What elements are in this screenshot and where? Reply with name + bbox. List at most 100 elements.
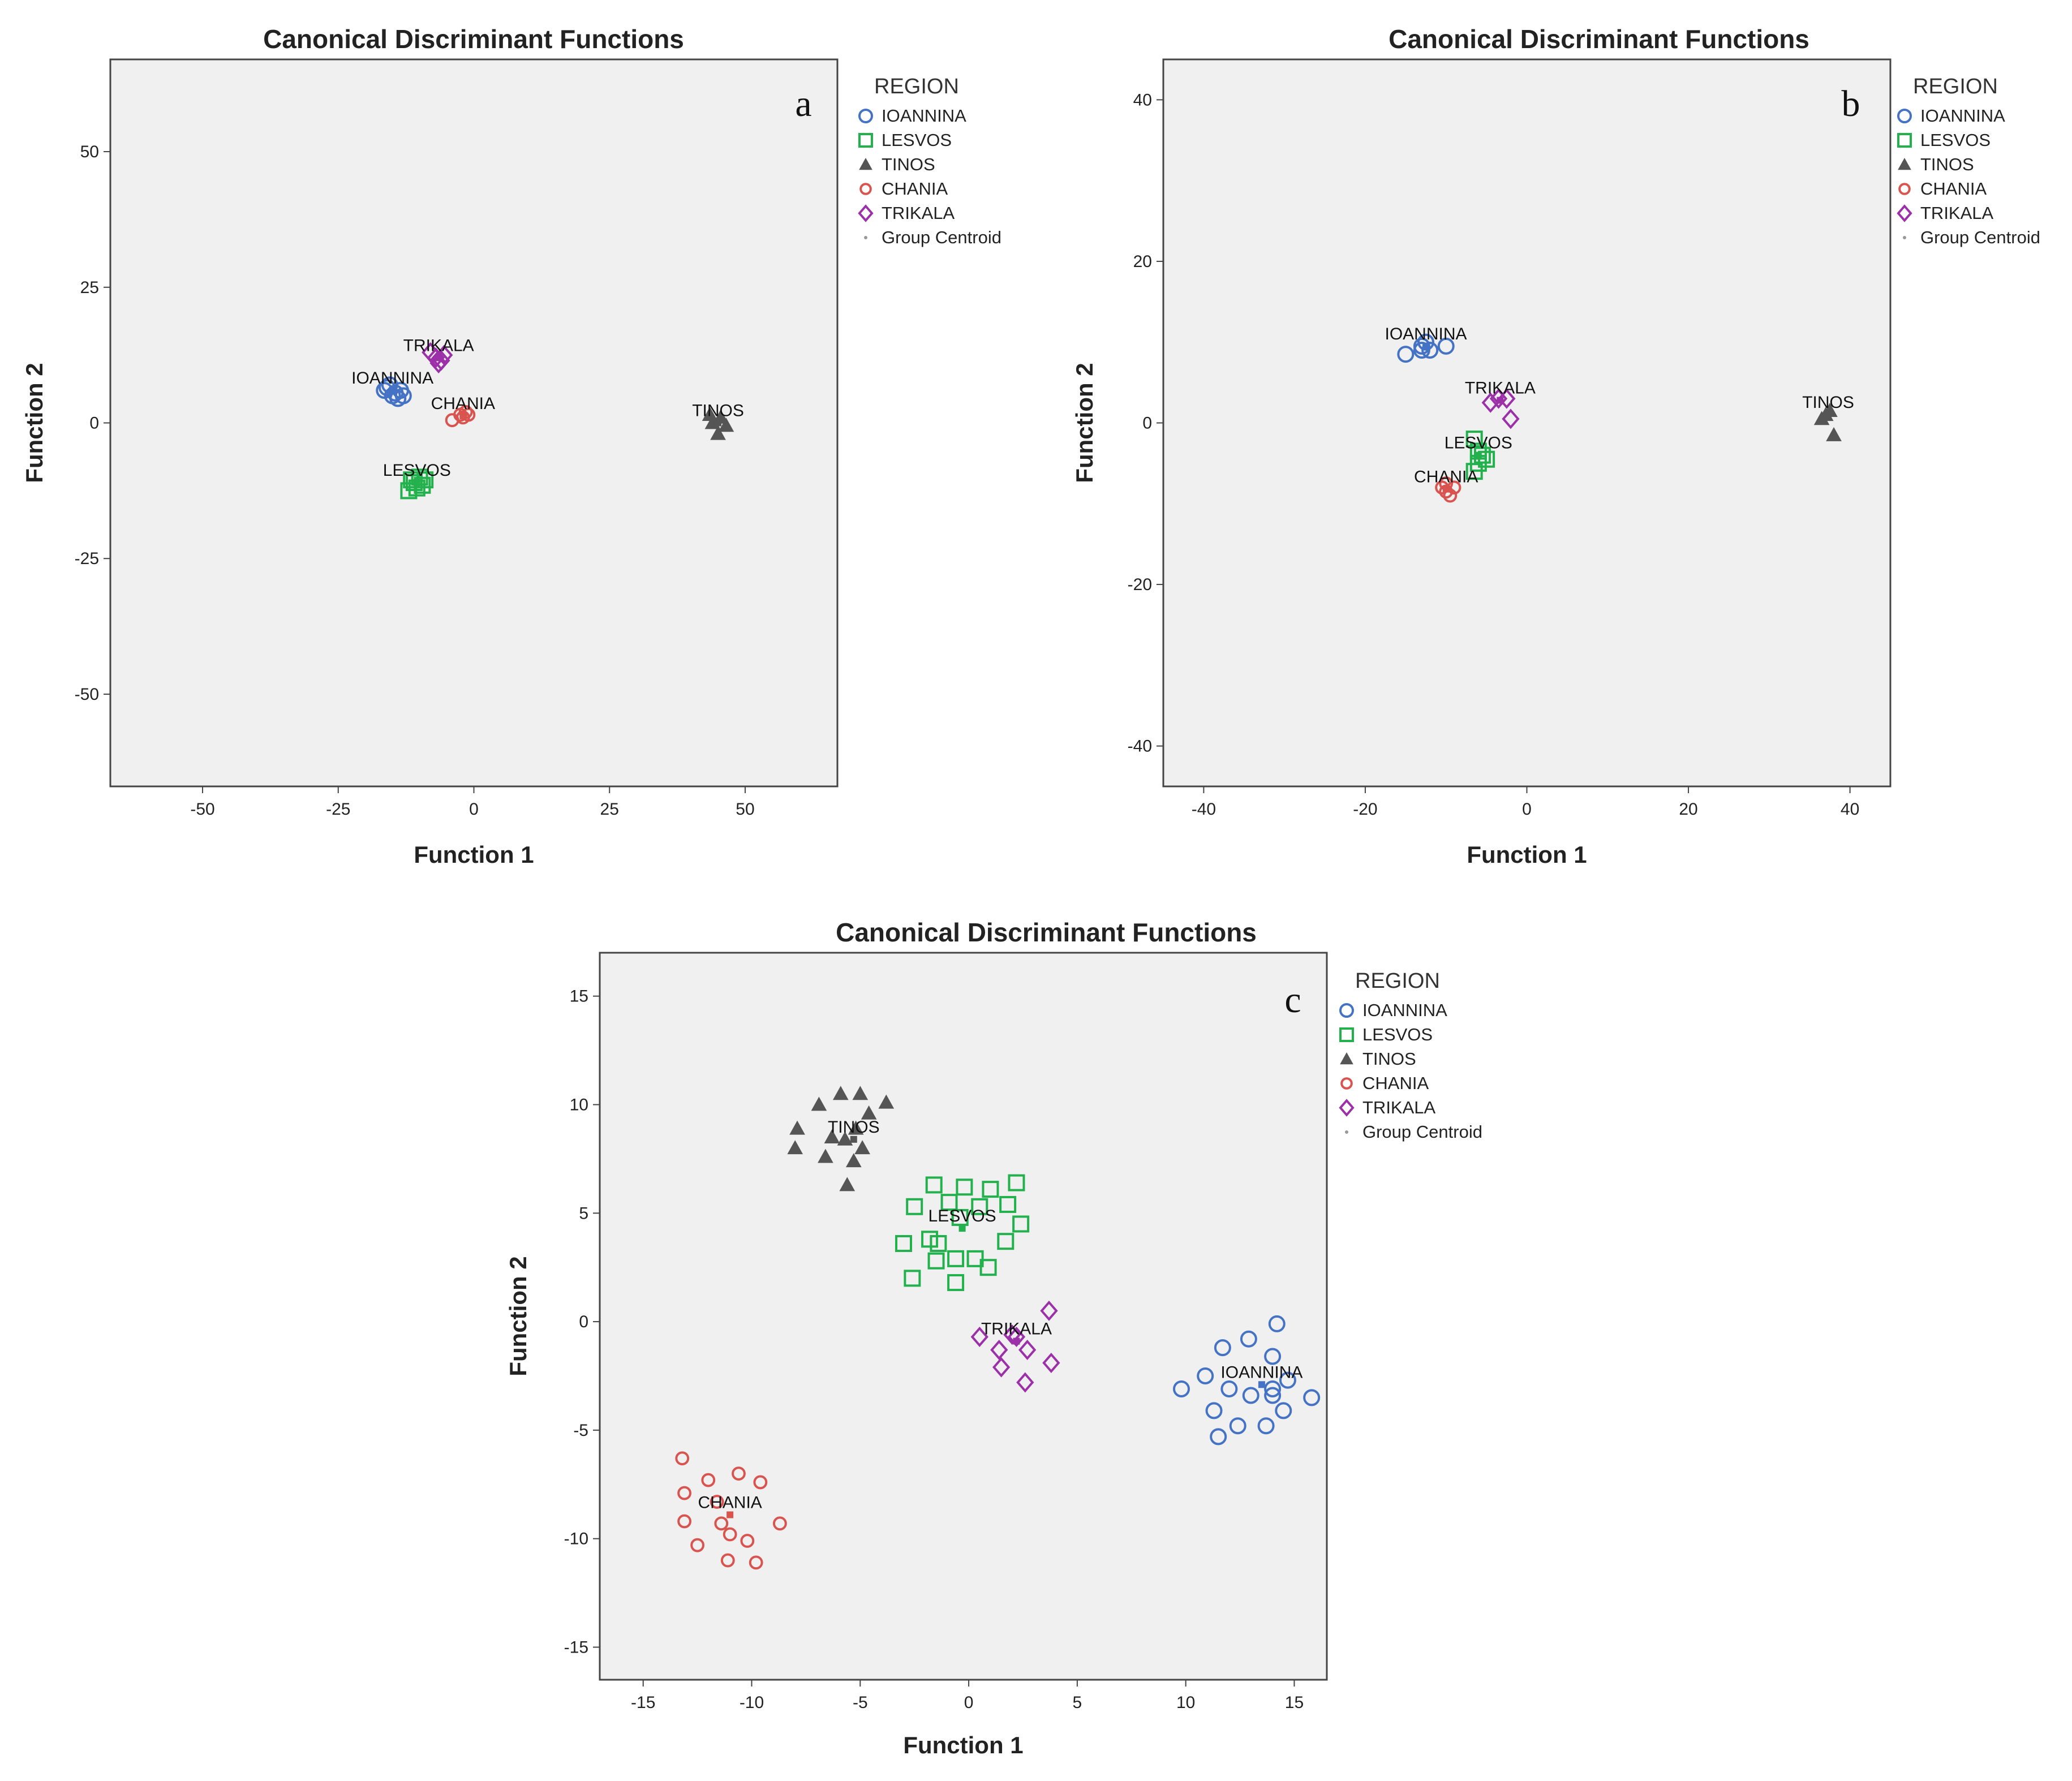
centroid-label-ioannina: IOANNINA [1220, 1363, 1302, 1382]
y-tick-label: -15 [564, 1638, 588, 1657]
legend-marker-centroid [1345, 1130, 1348, 1134]
legend-item-lesvos: LESVOS [858, 130, 952, 150]
centroid-label-lesvos: LESVOS [928, 1207, 996, 1225]
chart-panel-a: Canonical Discriminant Functions -50 -25 0 2… [0, 0, 1036, 890]
point-lesvos [966, 1250, 984, 1267]
x-tick-label: 0 [964, 1693, 974, 1712]
legend-label: CHANIA [1362, 1073, 1429, 1093]
legend-label: Group Centroid [1362, 1122, 1482, 1142]
point-ioannina [1210, 1428, 1227, 1446]
legend-marker-ioannina [1897, 109, 1912, 123]
point-tinos [839, 1177, 856, 1191]
point-chania [740, 1534, 755, 1548]
point-trikala [970, 1326, 988, 1347]
legend-label: Group Centroid [1920, 227, 2040, 247]
centroid-label-trikala: TRIKALA [981, 1320, 1052, 1339]
point-trikala [1018, 1339, 1037, 1360]
legend-marker-trikala [858, 204, 874, 222]
centroid-label-ioannina: IOANNINA [1385, 325, 1467, 343]
point-chania [714, 1516, 729, 1531]
point-tinos [845, 1153, 862, 1168]
point-tinos [811, 1096, 827, 1111]
y-tick-label: 40 [1133, 91, 1152, 109]
centroid-label-chania: CHANIA [431, 394, 495, 413]
point-tinos [854, 1140, 870, 1155]
point-lesvos [1478, 450, 1495, 468]
x-tick-label: -25 [326, 800, 350, 819]
legend-label: CHANIA [1920, 179, 1987, 199]
legend-label: LESVOS [882, 130, 952, 150]
point-ioannina [1264, 1348, 1282, 1365]
point-chania [749, 1555, 763, 1570]
legend-marker-chania [1898, 183, 1911, 195]
legend-marker-centroid [1903, 236, 1906, 239]
centroid-ioannina [1422, 342, 1430, 350]
legend-label: TINOS [882, 154, 935, 174]
scatter-chart-a: Canonical Discriminant Functions -50 -25 0 2… [21, 24, 1001, 868]
point-ioannina [1242, 1387, 1259, 1404]
legend-marker-ioannina [858, 109, 873, 123]
point-ioannina [1275, 1402, 1292, 1419]
point-lesvos [979, 1259, 997, 1276]
legend-item-tinos: TINOS [1340, 1049, 1416, 1069]
point-tinos [787, 1140, 803, 1155]
point-tinos [861, 1105, 877, 1120]
scatter-chart-b: Canonical Discriminant Functions -40 -20 0 2… [1071, 24, 2040, 868]
y-tick-label: 5 [579, 1204, 588, 1223]
point-ioannina [1205, 1402, 1223, 1419]
x-tick-label: -40 [1192, 800, 1216, 819]
y-axis-title: Function 2 [1071, 363, 1098, 483]
point-ioannina [1303, 1389, 1321, 1406]
legend-marker-lesvos [1339, 1027, 1354, 1042]
series-chania [445, 405, 476, 428]
point-chania [675, 1451, 690, 1466]
y-tick-label: 10 [570, 1096, 588, 1115]
point-trikala [1003, 1324, 1021, 1345]
point-lesvos [921, 1231, 939, 1248]
point-tinos [832, 1086, 849, 1100]
point-trikala [1489, 388, 1508, 409]
y-axis-title: Function 2 [505, 1256, 531, 1376]
point-ioannina [1220, 1380, 1238, 1397]
legend-item-trikala: TRIKALA [858, 203, 955, 223]
centroid-trikala [1497, 397, 1504, 404]
chart-title: Canonical Discriminant Functions [263, 24, 684, 54]
point-lesvos [999, 1195, 1017, 1213]
y-tick-label: -25 [75, 549, 99, 568]
point-lesvos [925, 1176, 943, 1194]
point-tinos [837, 1131, 853, 1146]
legend-label: Group Centroid [882, 227, 1001, 247]
legend-item-lesvos: LESVOS [1339, 1025, 1433, 1044]
y-tick-label: -50 [75, 685, 99, 704]
x-tick-label: 0 [469, 800, 479, 819]
centroid-label-lesvos: LESVOS [1445, 434, 1512, 453]
legend-marker-lesvos [1897, 133, 1912, 148]
y-tick-label: -10 [564, 1530, 588, 1548]
y-tick-label: 25 [80, 278, 99, 297]
centroid-label-trikala: TRIKALA [403, 336, 474, 355]
series-chania [675, 1451, 787, 1570]
centroid-chania [1442, 485, 1450, 493]
series-lesvos [895, 1174, 1030, 1292]
point-lesvos [930, 1235, 947, 1252]
x-tick-label: 10 [1176, 1693, 1195, 1712]
legend-item-chania: CHANIA [1898, 179, 1987, 199]
legend-item-tinos: TINOS [859, 154, 935, 174]
point-lesvos [1465, 463, 1483, 480]
legend-item-centroid: Group Centroid [864, 227, 1001, 247]
legend-title: REGION [1355, 969, 1440, 993]
point-chania [690, 1538, 705, 1552]
y-tick-label: -40 [1128, 737, 1152, 756]
chart-title: Canonical Discriminant Functions [1389, 24, 1809, 54]
y-tick-label: 0 [1142, 414, 1152, 433]
point-tinos [702, 407, 718, 421]
chart-panel-b: Canonical Discriminant Functions -40 -20 0 2… [1036, 0, 2072, 890]
point-chania [723, 1527, 737, 1542]
legend-item-ioannina: IOANNINA [1339, 1000, 1447, 1020]
x-tick-label: -15 [631, 1693, 655, 1712]
point-chania [753, 1475, 768, 1490]
point-ioannina [1229, 1417, 1246, 1435]
point-ioannina [1421, 342, 1439, 359]
point-trikala [1481, 392, 1499, 413]
point-chania [1439, 484, 1454, 499]
